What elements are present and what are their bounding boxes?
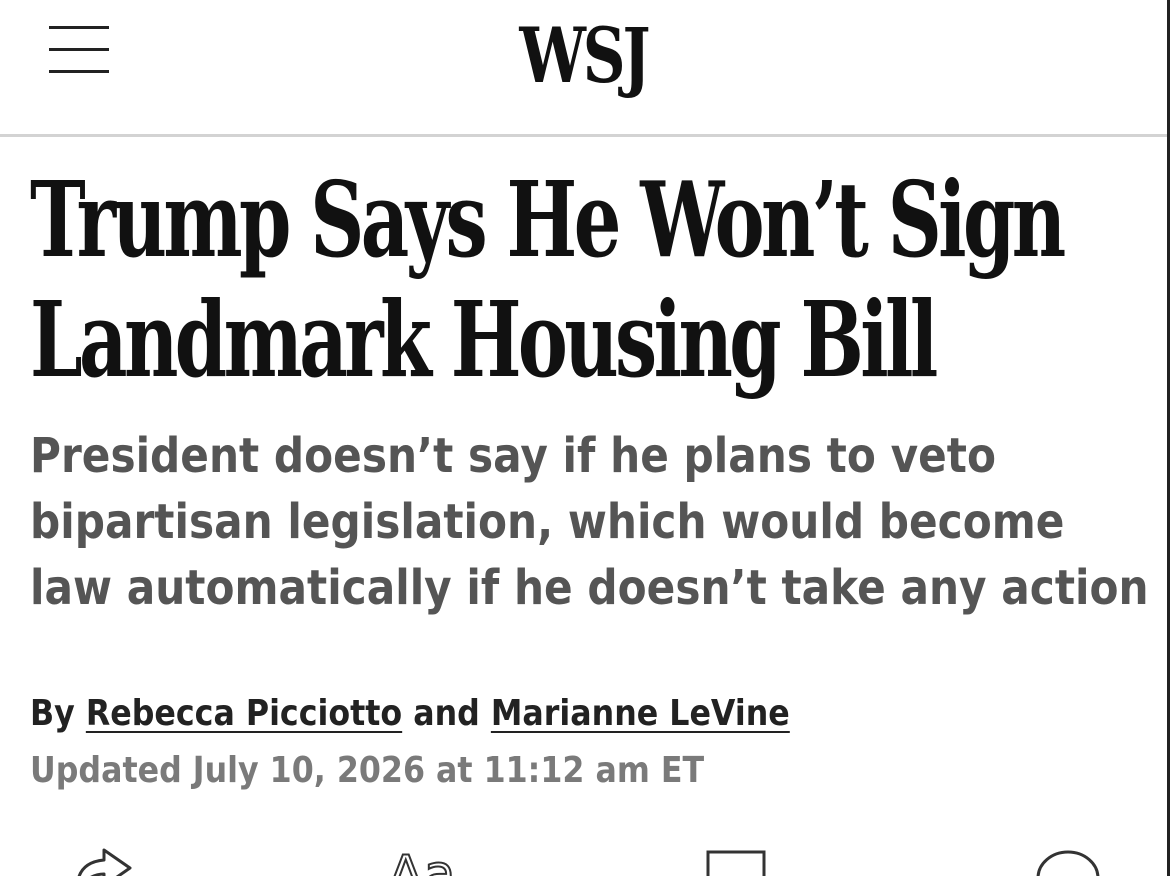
byline-joiner: and <box>413 693 480 734</box>
share-icon[interactable] <box>64 840 144 876</box>
byline-prefix: By <box>30 693 75 734</box>
menu-line <box>49 26 109 29</box>
updated-timestamp: Updated July 10, 2026 at 11:12 am ET <box>30 750 705 791</box>
bookmark-icon[interactable] <box>700 840 780 876</box>
hamburger-menu-icon[interactable] <box>44 20 114 80</box>
summary-line: law automatically if he doesn’t take any… <box>30 560 1149 616</box>
headline-line: Trump Says He Won’t Sign <box>30 158 1066 281</box>
article-headline: Trump Says He Won’t Sign Landmark Housin… <box>30 158 1066 401</box>
summary-line: bipartisan legislation, which would beco… <box>30 494 1065 550</box>
menu-line <box>49 48 109 51</box>
menu-line <box>49 70 109 73</box>
comment-icon[interactable] <box>1030 840 1110 876</box>
wsj-logo[interactable]: WSJ <box>519 11 650 100</box>
author-link-rebecca-picciotto[interactable]: Rebecca Picciotto <box>85 693 403 734</box>
text-size-glyph: Aa <box>388 845 455 876</box>
screen-edge <box>1167 0 1170 876</box>
headline-line: Landmark Housing Bill <box>30 278 938 401</box>
byline: By Rebecca Picciotto and Marianne LeVine <box>30 688 790 740</box>
article-summary: President doesn’t say if he plans to vet… <box>30 423 1149 621</box>
summary-line: President doesn’t say if he plans to vet… <box>30 428 996 484</box>
text-size-icon[interactable]: Aa <box>384 840 464 876</box>
author-link-marianne-levine[interactable]: Marianne LeVine <box>490 693 790 734</box>
top-bar: WSJ <box>0 0 1167 137</box>
